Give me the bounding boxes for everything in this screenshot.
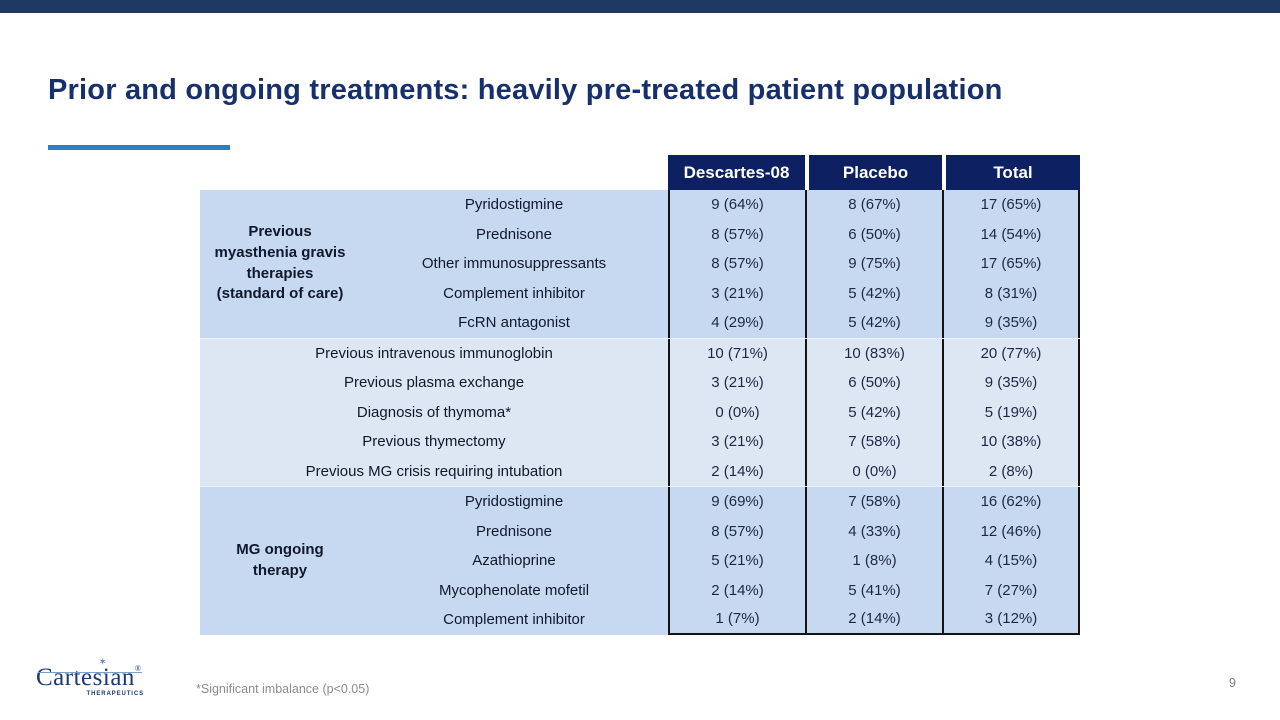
registered-trademark-symbol: ® — [134, 664, 142, 673]
table-header-row: Descartes-08 Placebo Total — [668, 155, 1080, 190]
data-cell: 7 (58%) — [805, 487, 942, 517]
data-cell: 17 (65%) — [942, 249, 1080, 279]
data-cell: 0 (0%) — [805, 456, 942, 486]
data-cell: 5 (19%) — [942, 397, 1080, 427]
data-cell: 8 (57%) — [668, 219, 805, 249]
row-label: Pyridostigmine — [464, 196, 564, 214]
data-cell: 4 (29%) — [668, 308, 805, 338]
cartesian-logo: ✶ Cartesian® THERAPEUTICS — [36, 658, 148, 698]
row-label: Previous plasma exchange — [343, 374, 525, 392]
row-label: Previous MG crisis requiring intubation — [305, 462, 563, 480]
row-label: Azathioprine — [472, 552, 556, 570]
table-section-2: MG ongoing therapy Pyridostigmine 9 (69%) 7… — [200, 486, 1080, 635]
data-cell: 8 (31%) — [942, 278, 1080, 308]
data-cell: 2 (8%) — [942, 456, 1080, 486]
table-section-1: Previous intravenous immunoglobin 10 (71%… — [200, 337, 1080, 486]
data-cell: 10 (38%) — [942, 427, 1080, 457]
data-cell: 9 (35%) — [942, 368, 1080, 398]
row-label: FcRN antagonist — [458, 314, 570, 332]
page-number: 9 — [1229, 676, 1236, 690]
data-cell: 5 (42%) — [805, 308, 942, 338]
title-underline — [48, 145, 230, 150]
logo-name: Cartesian — [36, 664, 135, 691]
row-label: Prednisone — [476, 522, 552, 540]
row-label: Complement inhibitor — [443, 284, 585, 302]
data-cell: 6 (50%) — [805, 219, 942, 249]
data-cell: 10 (83%) — [805, 338, 942, 368]
data-cell: 8 (67%) — [805, 190, 942, 220]
data-cell: 5 (42%) — [805, 278, 942, 308]
data-cell: 9 (75%) — [805, 249, 942, 279]
data-cell: 8 (57%) — [668, 516, 805, 546]
row-label: Prednisone — [476, 225, 552, 243]
data-cell: 20 (77%) — [942, 338, 1080, 368]
footnote: *Significant imbalance (p<0.05) — [196, 682, 370, 696]
data-cell: 4 (33%) — [805, 516, 942, 546]
column-header-total: Total — [942, 155, 1080, 190]
compass-star-icon: ✶ — [96, 658, 110, 668]
data-cell: 3 (12%) — [942, 605, 1080, 635]
data-cell: 4 (15%) — [942, 546, 1080, 576]
row-label: Other immunosuppressants — [421, 255, 607, 273]
data-cell: 12 (46%) — [942, 516, 1080, 546]
data-cell: 8 (57%) — [668, 249, 805, 279]
table-body: Previous myasthenia gravis therapies (st… — [200, 190, 1080, 635]
column-header-placebo: Placebo — [805, 155, 942, 190]
data-cell: 5 (42%) — [805, 397, 942, 427]
row-label: Mycophenolate mofetil — [438, 581, 590, 599]
data-cell: 5 (41%) — [805, 575, 942, 605]
data-cell: 0 (0%) — [668, 397, 805, 427]
top-accent-bar — [0, 0, 1280, 13]
slide-title: Prior and ongoing treatments: heavily pr… — [48, 74, 1003, 106]
table-section-0: Previous myasthenia gravis therapies (st… — [200, 190, 1080, 338]
data-cell: 9 (64%) — [668, 190, 805, 220]
data-cell: 5 (21%) — [668, 546, 805, 576]
row-label: Previous thymectomy — [362, 433, 506, 451]
data-cell: 6 (50%) — [805, 368, 942, 398]
row-label: Pyridostigmine — [464, 493, 564, 511]
logo-subtitle: THERAPEUTICS — [86, 691, 144, 697]
row-group-label: Previous myasthenia gravis therapies (st… — [214, 223, 346, 303]
data-cell: 7 (58%) — [805, 427, 942, 457]
data-cell: 1 (7%) — [668, 605, 805, 635]
row-label: Complement inhibitor — [443, 611, 585, 629]
data-cell: 3 (21%) — [668, 427, 805, 457]
treatments-table: Descartes-08 Placebo Total Previous myasth… — [200, 155, 1080, 635]
data-cell: 7 (27%) — [942, 575, 1080, 605]
data-cell: 17 (65%) — [942, 190, 1080, 220]
data-cell: 2 (14%) — [668, 575, 805, 605]
row-label: Diagnosis of thymoma* — [356, 403, 512, 421]
data-cell: 9 (35%) — [942, 308, 1080, 338]
data-cell: 14 (54%) — [942, 219, 1080, 249]
data-cell: 2 (14%) — [805, 605, 942, 635]
data-cell: 3 (21%) — [668, 368, 805, 398]
data-cell: 1 (8%) — [805, 546, 942, 576]
column-header-descartes-08: Descartes-08 — [668, 155, 805, 190]
data-cell: 2 (14%) — [668, 456, 805, 486]
row-label: Previous intravenous immunoglobin — [315, 344, 553, 362]
data-cell: 3 (21%) — [668, 278, 805, 308]
data-cell: 10 (71%) — [668, 338, 805, 368]
logo-wordmark: ✶ Cartesian® — [36, 658, 148, 691]
data-cell: 16 (62%) — [942, 487, 1080, 517]
row-group-label: MG ongoing therapy — [236, 541, 324, 579]
data-cell: 9 (69%) — [668, 487, 805, 517]
logo-horizontal-line — [38, 672, 142, 673]
